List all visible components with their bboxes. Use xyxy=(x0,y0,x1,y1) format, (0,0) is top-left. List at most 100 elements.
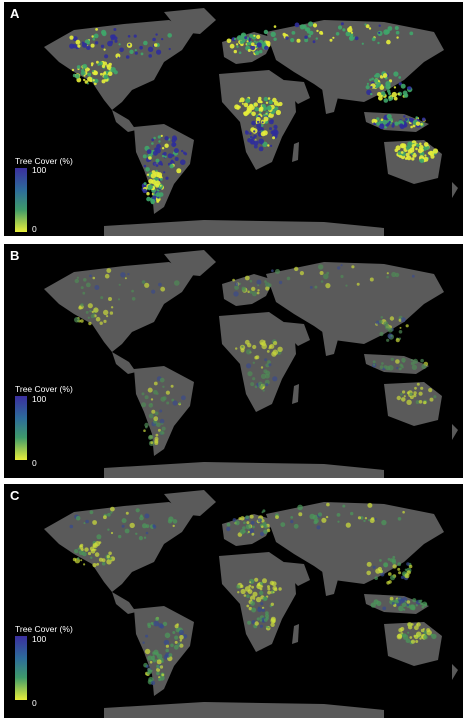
tree-cover-pixel xyxy=(380,94,383,97)
tree-cover-pixel xyxy=(153,620,159,627)
tree-cover-pixel xyxy=(106,268,112,273)
tree-cover-pixel xyxy=(245,131,249,135)
tree-cover-pixel xyxy=(236,35,243,41)
tree-cover-pixel xyxy=(337,25,343,30)
tree-cover-pixel xyxy=(277,103,280,107)
tree-cover-pixel xyxy=(241,287,247,292)
tree-cover-pixel xyxy=(120,272,126,278)
tree-cover-pixel xyxy=(366,82,369,85)
tree-cover-pixel xyxy=(411,623,414,626)
tree-cover-pixel xyxy=(144,282,150,288)
tree-cover-overlay-a xyxy=(69,21,439,205)
tree-cover-pixel xyxy=(246,594,250,598)
tree-cover-pixel xyxy=(103,319,107,323)
tree-cover-pixel xyxy=(404,117,408,121)
tree-cover-pixel xyxy=(370,92,373,96)
tree-cover-pixel xyxy=(309,513,316,520)
panel-label: B xyxy=(10,248,20,263)
tree-cover-pixel xyxy=(147,387,153,393)
tree-cover-pixel xyxy=(265,370,271,376)
tree-cover-pixel xyxy=(170,384,174,388)
tree-cover-pixel xyxy=(278,280,283,285)
tree-cover-pixel xyxy=(101,64,106,68)
tree-cover-pixel xyxy=(326,502,330,507)
tree-cover-pixel xyxy=(406,562,410,566)
tree-cover-pixel xyxy=(92,276,96,280)
landmass-madagascar xyxy=(292,142,299,162)
tree-cover-pixel xyxy=(236,584,241,589)
tree-cover-pixel xyxy=(337,266,341,270)
tree-cover-pixel xyxy=(422,628,425,630)
tree-cover-pixel xyxy=(148,156,152,160)
tree-cover-pixel xyxy=(258,146,264,152)
tree-cover-pixel xyxy=(239,529,246,535)
tree-cover-pixel xyxy=(398,82,402,86)
tree-cover-pixel xyxy=(172,400,178,406)
tree-cover-pixel xyxy=(145,531,149,535)
tree-cover-pixel xyxy=(382,606,387,611)
tree-cover-pixel xyxy=(398,330,403,334)
tree-cover-pixel xyxy=(91,310,95,314)
tree-cover-pixel xyxy=(369,78,372,82)
tree-cover-pixel xyxy=(379,559,382,562)
tree-cover-pixel xyxy=(271,269,274,272)
tree-cover-pixel xyxy=(156,144,161,149)
tree-cover-pixel xyxy=(178,402,181,405)
tree-cover-pixel xyxy=(172,519,178,524)
tree-cover-pixel xyxy=(152,525,157,529)
tree-cover-pixel xyxy=(385,29,390,35)
tree-cover-pixel xyxy=(415,147,418,151)
tree-cover-pixel xyxy=(87,316,91,319)
tree-cover-pixel xyxy=(148,54,152,58)
tree-cover-pixel xyxy=(151,409,156,414)
tree-cover-pixel xyxy=(82,63,88,69)
tree-cover-pixel xyxy=(146,192,150,196)
tree-cover-pixel xyxy=(255,355,260,360)
tree-cover-pixel xyxy=(256,291,260,295)
tree-cover-pixel xyxy=(138,536,143,541)
legend-title: Tree Cover (%) xyxy=(15,156,73,166)
tree-cover-pixel xyxy=(252,591,258,597)
tree-cover-pixel xyxy=(82,551,87,557)
tree-cover-pixel xyxy=(249,528,255,534)
tree-cover-pixel xyxy=(133,34,137,38)
tree-cover-pixel xyxy=(337,520,340,523)
tree-cover-pixel xyxy=(282,32,286,37)
world-map-a xyxy=(44,8,458,236)
tree-cover-pixel xyxy=(332,36,335,39)
tree-cover-pixel xyxy=(256,114,259,117)
tree-cover-pixel xyxy=(397,567,401,571)
tree-cover-pixel xyxy=(297,504,303,511)
tree-cover-pixel xyxy=(236,45,239,48)
tree-cover-pixel xyxy=(398,605,404,612)
tree-cover-pixel xyxy=(263,529,268,534)
tree-cover-pixel xyxy=(267,144,270,147)
legend-max-label: 100 xyxy=(32,165,47,175)
tree-cover-pixel xyxy=(252,377,256,381)
tree-cover-pixel xyxy=(416,623,419,626)
tree-cover-pixel xyxy=(135,508,140,513)
tree-cover-pixel xyxy=(93,82,97,86)
tree-cover-pixel xyxy=(375,320,380,325)
tree-cover-pixel xyxy=(159,418,165,424)
tree-cover-pixel xyxy=(145,634,149,638)
tree-cover-pixel xyxy=(409,395,414,400)
landmass-new-zealand xyxy=(452,664,458,680)
tree-cover-pixel xyxy=(395,145,401,151)
tree-cover-pixel xyxy=(147,46,154,52)
tree-cover-pixel xyxy=(238,282,242,285)
tree-cover-pixel xyxy=(379,331,384,337)
tree-cover-pixel xyxy=(134,51,138,55)
tree-cover-pixel xyxy=(390,575,396,581)
tree-cover-pixel xyxy=(142,188,147,194)
tree-cover-pixel xyxy=(411,364,418,370)
tree-cover-pixel xyxy=(159,184,162,187)
tree-cover-pixel xyxy=(244,275,250,281)
tree-cover-pixel xyxy=(377,566,382,572)
tree-cover-pixel xyxy=(305,27,311,33)
tree-cover-pixel xyxy=(165,390,170,395)
tree-cover-pixel xyxy=(375,82,381,87)
tree-cover-pixel xyxy=(80,70,86,76)
tree-cover-pixel xyxy=(174,280,180,286)
tree-cover-pixel xyxy=(416,382,420,386)
